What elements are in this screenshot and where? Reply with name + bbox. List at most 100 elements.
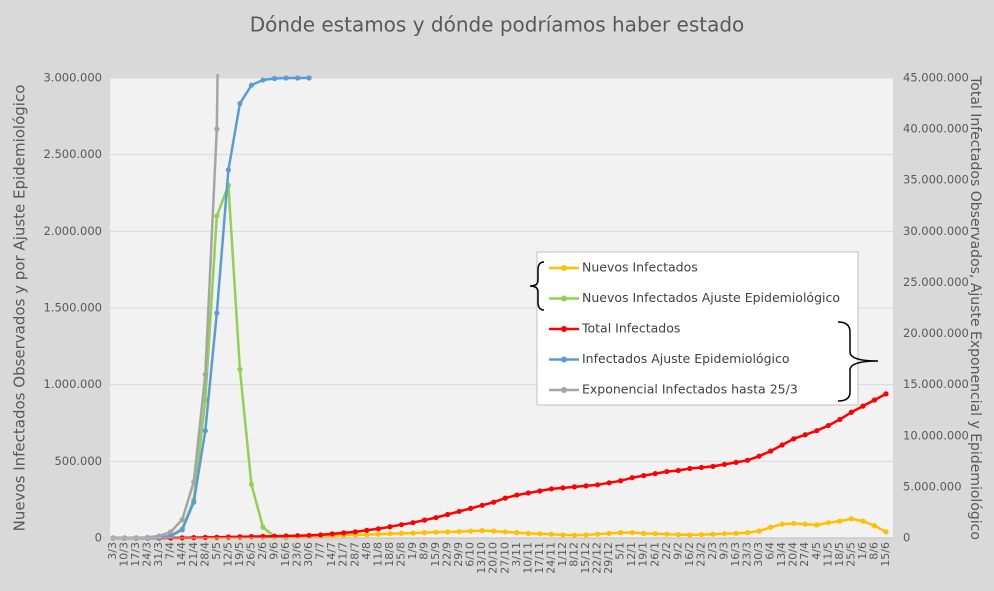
data-point [525,530,531,537]
x-tick-label: 18/8 [383,542,396,567]
data-point [237,366,243,372]
x-tick-label: 28/4 [198,542,211,567]
data-point [583,532,589,538]
data-point [398,522,405,528]
legend: Nuevos Infectados Nuevos Infectados Ajust… [529,251,879,406]
x-tick-label: 5/1 [614,542,627,560]
x-tick-label: 21/4 [187,542,200,567]
x-tick-label: 1/9 [406,542,419,560]
y2-axis-title: Total Infectados Observados, Ajuste Expo… [967,75,983,540]
x-tick-label: 29/9 [452,542,465,567]
data-point [560,485,566,491]
data-point [514,530,520,536]
data-point [156,533,162,539]
data-point [491,499,497,505]
data-point [548,531,555,537]
data-point [583,483,589,489]
legend-label: Exponencial Infectados hasta 25/3 [582,382,798,397]
y2-tick-label: 45.000.000 [903,71,969,85]
data-point [502,495,508,501]
data-point [318,532,324,538]
data-point [225,534,231,540]
data-point [606,480,612,486]
data-point [848,409,854,415]
legend-box [536,251,859,406]
data-point [306,75,312,81]
y-tick-label: 1.000.000 [43,377,102,391]
data-point [675,467,681,474]
legend-label: Nuevos Infectados Ajuste Epidemiológico [582,290,840,305]
data-point [202,534,208,540]
data-point [768,448,774,454]
data-point [479,528,485,534]
legend-marker [561,265,567,271]
data-point [871,397,878,403]
x-tick-label: 1/12 [556,542,569,567]
data-point [352,529,358,535]
x-tick-label: 16/3 [729,542,742,567]
x-tick-label: 24/11 [544,542,557,574]
x-tick-label: 18/5 [833,542,846,567]
x-tick-label: 24/3 [141,542,154,567]
data-point [618,530,624,536]
data-point [664,531,670,537]
data-point [883,391,889,397]
data-point [145,534,151,540]
data-point [468,528,474,534]
x-tick-label: 12/5 [221,542,234,567]
data-point [641,473,647,479]
data-point [364,532,370,538]
x-tick-label: 27/10 [498,542,511,574]
x-tick-label: 21/7 [337,542,350,567]
x-tick-label: 17/11 [533,542,546,574]
x-tick-label: 2/6 [256,542,269,560]
x-tick-label: 14/7 [325,542,338,567]
data-point [468,505,474,511]
data-point [502,529,508,535]
data-point [283,75,289,81]
data-point [606,530,612,537]
data-point [444,511,451,518]
x-tick-label: 19/1 [637,542,650,567]
x-tick-label: 15/12 [579,542,592,574]
data-point [410,520,416,526]
data-point [479,502,485,508]
data-point [202,397,208,403]
x-tick-label: 10/3 [118,542,131,567]
data-point [548,486,555,492]
y2-tick-label: 40.000.000 [903,122,969,136]
x-tick-label: 4/5 [810,542,823,560]
legend-marker [561,295,567,302]
x-tick-label: 13/10 [475,542,488,574]
data-point [294,75,301,81]
data-point [537,531,543,537]
data-point [571,532,578,538]
data-point [710,463,716,470]
data-point [744,457,751,463]
data-point [387,524,393,530]
brace-left [529,261,545,311]
data-point [214,534,220,540]
y2-tick-label: 25.000.000 [903,275,969,289]
data-point [364,527,370,533]
x-tick-label: 16/2 [683,542,696,567]
data-point [398,530,405,537]
y2-tick-label: 15.000.000 [903,377,969,391]
data-point [191,479,197,485]
x-tick-label: 15/6 [879,542,892,567]
y-tick-label: 2.000.000 [43,224,102,238]
data-point [825,520,831,526]
x-tick-label: 3/3 [106,542,119,560]
data-point [168,529,174,535]
x-tick-label: 2/2 [660,542,673,560]
legend-marker [561,387,567,393]
data-point [652,531,658,537]
data-point [698,532,705,538]
y2-tick-label: 5.000.000 [903,479,962,493]
data-point [594,531,601,537]
data-point [779,521,785,527]
x-tick-label: 23/6 [291,542,304,567]
y2-tick-label: 10.000.000 [903,428,969,442]
data-point [629,530,635,536]
x-tick-label: 6/4 [764,542,777,560]
